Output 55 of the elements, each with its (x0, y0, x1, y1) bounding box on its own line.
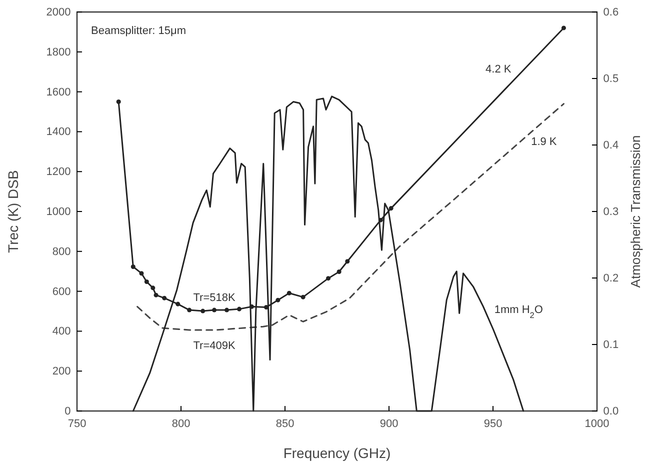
x-tick-label: 1000 (584, 418, 610, 430)
point (187, 308, 192, 312)
point (388, 206, 394, 211)
point (162, 296, 167, 300)
y-tick-label: 200 (52, 366, 71, 378)
point (176, 302, 180, 306)
annotation: Tr=409K (193, 340, 236, 352)
y-tick-label: 2000 (46, 6, 71, 19)
point (116, 100, 121, 104)
y2-axis-title: Atmospheric Transmission (628, 135, 643, 288)
point (224, 308, 230, 312)
point (236, 306, 242, 312)
annotation: Beamsplitter: 15μm (91, 25, 186, 37)
annotation: Tr=518K (193, 292, 236, 304)
y2-tick-label: 0.1 (603, 339, 619, 352)
point (336, 269, 342, 274)
y2-tick-label: 0.3 (603, 206, 619, 218)
y-tick-label: 800 (52, 246, 71, 258)
y2-tick-label: 0.2 (603, 272, 619, 285)
x-axis-title: Frequency (GHz) (283, 445, 391, 461)
line-series (136, 103, 564, 331)
y2-tick-label: 0.5 (603, 73, 619, 86)
point (150, 286, 156, 290)
y2-tick-label: 0.6 (603, 6, 619, 19)
x-tick-label: 950 (484, 418, 502, 430)
x-tick-label: 850 (276, 418, 294, 430)
series-label: 4.2 K (486, 63, 512, 76)
y2-tick-label: 0.4 (603, 140, 619, 152)
y-tick-label: 1600 (46, 86, 71, 98)
y-axis-title: Trec (K) DSB (5, 170, 21, 253)
y2-tick-label: 0.0 (603, 406, 619, 418)
point (130, 264, 136, 270)
y-tick-label: 600 (52, 286, 71, 298)
point (345, 259, 350, 264)
point (561, 26, 566, 30)
point (276, 298, 280, 302)
y-tick-label: 400 (52, 326, 71, 338)
point (139, 271, 144, 276)
y-tick-label: 1200 (46, 166, 71, 178)
point (212, 308, 217, 312)
series-label: 1mm H$_{2}$O (494, 304, 544, 320)
point (300, 294, 306, 300)
x-tick-label: 750 (68, 418, 86, 430)
y-tick-label: 1000 (46, 206, 71, 218)
x-tick-label: 800 (172, 418, 190, 430)
y-tick-label: 1800 (46, 46, 71, 58)
point (286, 290, 292, 296)
y-tick-label: 0 (64, 406, 71, 418)
point (200, 308, 206, 314)
series-label: 1.9 K (531, 136, 558, 148)
y-tick-label: 1400 (46, 126, 71, 138)
point (326, 276, 331, 281)
point (144, 279, 149, 284)
point (154, 292, 158, 298)
x-tick-label: 900 (380, 418, 398, 430)
